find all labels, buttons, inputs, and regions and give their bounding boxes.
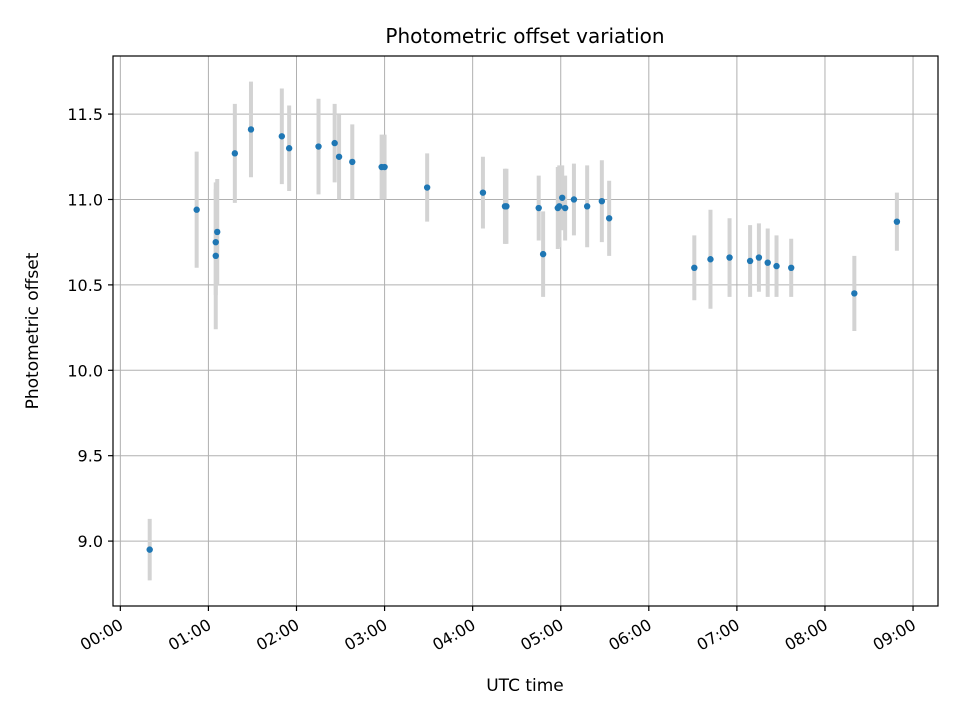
data-point (193, 206, 200, 213)
data-point (214, 228, 221, 236)
y-tick-label: 9.0 (78, 532, 103, 551)
data-point (561, 204, 569, 212)
data-point (212, 238, 219, 246)
data-point (788, 264, 795, 272)
data-point (707, 256, 714, 263)
data-point (764, 259, 771, 266)
data-point (570, 196, 578, 203)
data-point (349, 158, 356, 166)
data-point (231, 150, 239, 157)
data-point (335, 153, 343, 160)
data-point (583, 203, 591, 210)
data-point (598, 197, 606, 205)
x-axis-label: UTC time (486, 676, 564, 696)
data-point (691, 264, 698, 272)
y-tick-label: 10.0 (67, 361, 103, 380)
y-axis-label: Photometric offset (23, 252, 43, 409)
chart-title: Photometric offset variation (385, 24, 664, 48)
data-point (539, 250, 547, 258)
data-point (605, 215, 613, 222)
data-point (535, 204, 542, 212)
data-point (212, 252, 219, 260)
data-point (331, 139, 338, 147)
data-point (479, 189, 487, 196)
y-tick-label: 9.5 (78, 447, 103, 466)
grid (113, 56, 938, 606)
data-point (146, 546, 153, 553)
data-point (315, 143, 322, 150)
data-point (285, 145, 293, 152)
data-point (556, 203, 563, 210)
y-tick-label: 10.5 (67, 276, 103, 295)
data-point (773, 262, 780, 270)
data-point (247, 126, 255, 133)
data-point (893, 218, 901, 225)
data-point (423, 184, 431, 191)
data-point (755, 254, 763, 261)
data-point (746, 257, 754, 265)
data-point (503, 203, 510, 210)
data-point (851, 290, 858, 297)
plot-area-frame (112, 55, 939, 607)
data-point (381, 163, 388, 171)
data-points (146, 126, 901, 553)
data-point (278, 133, 286, 140)
data-point (726, 254, 733, 261)
data-point (558, 194, 566, 201)
y-tick-label: 11.5 (67, 105, 103, 124)
y-tick-label: 11.0 (67, 190, 103, 209)
